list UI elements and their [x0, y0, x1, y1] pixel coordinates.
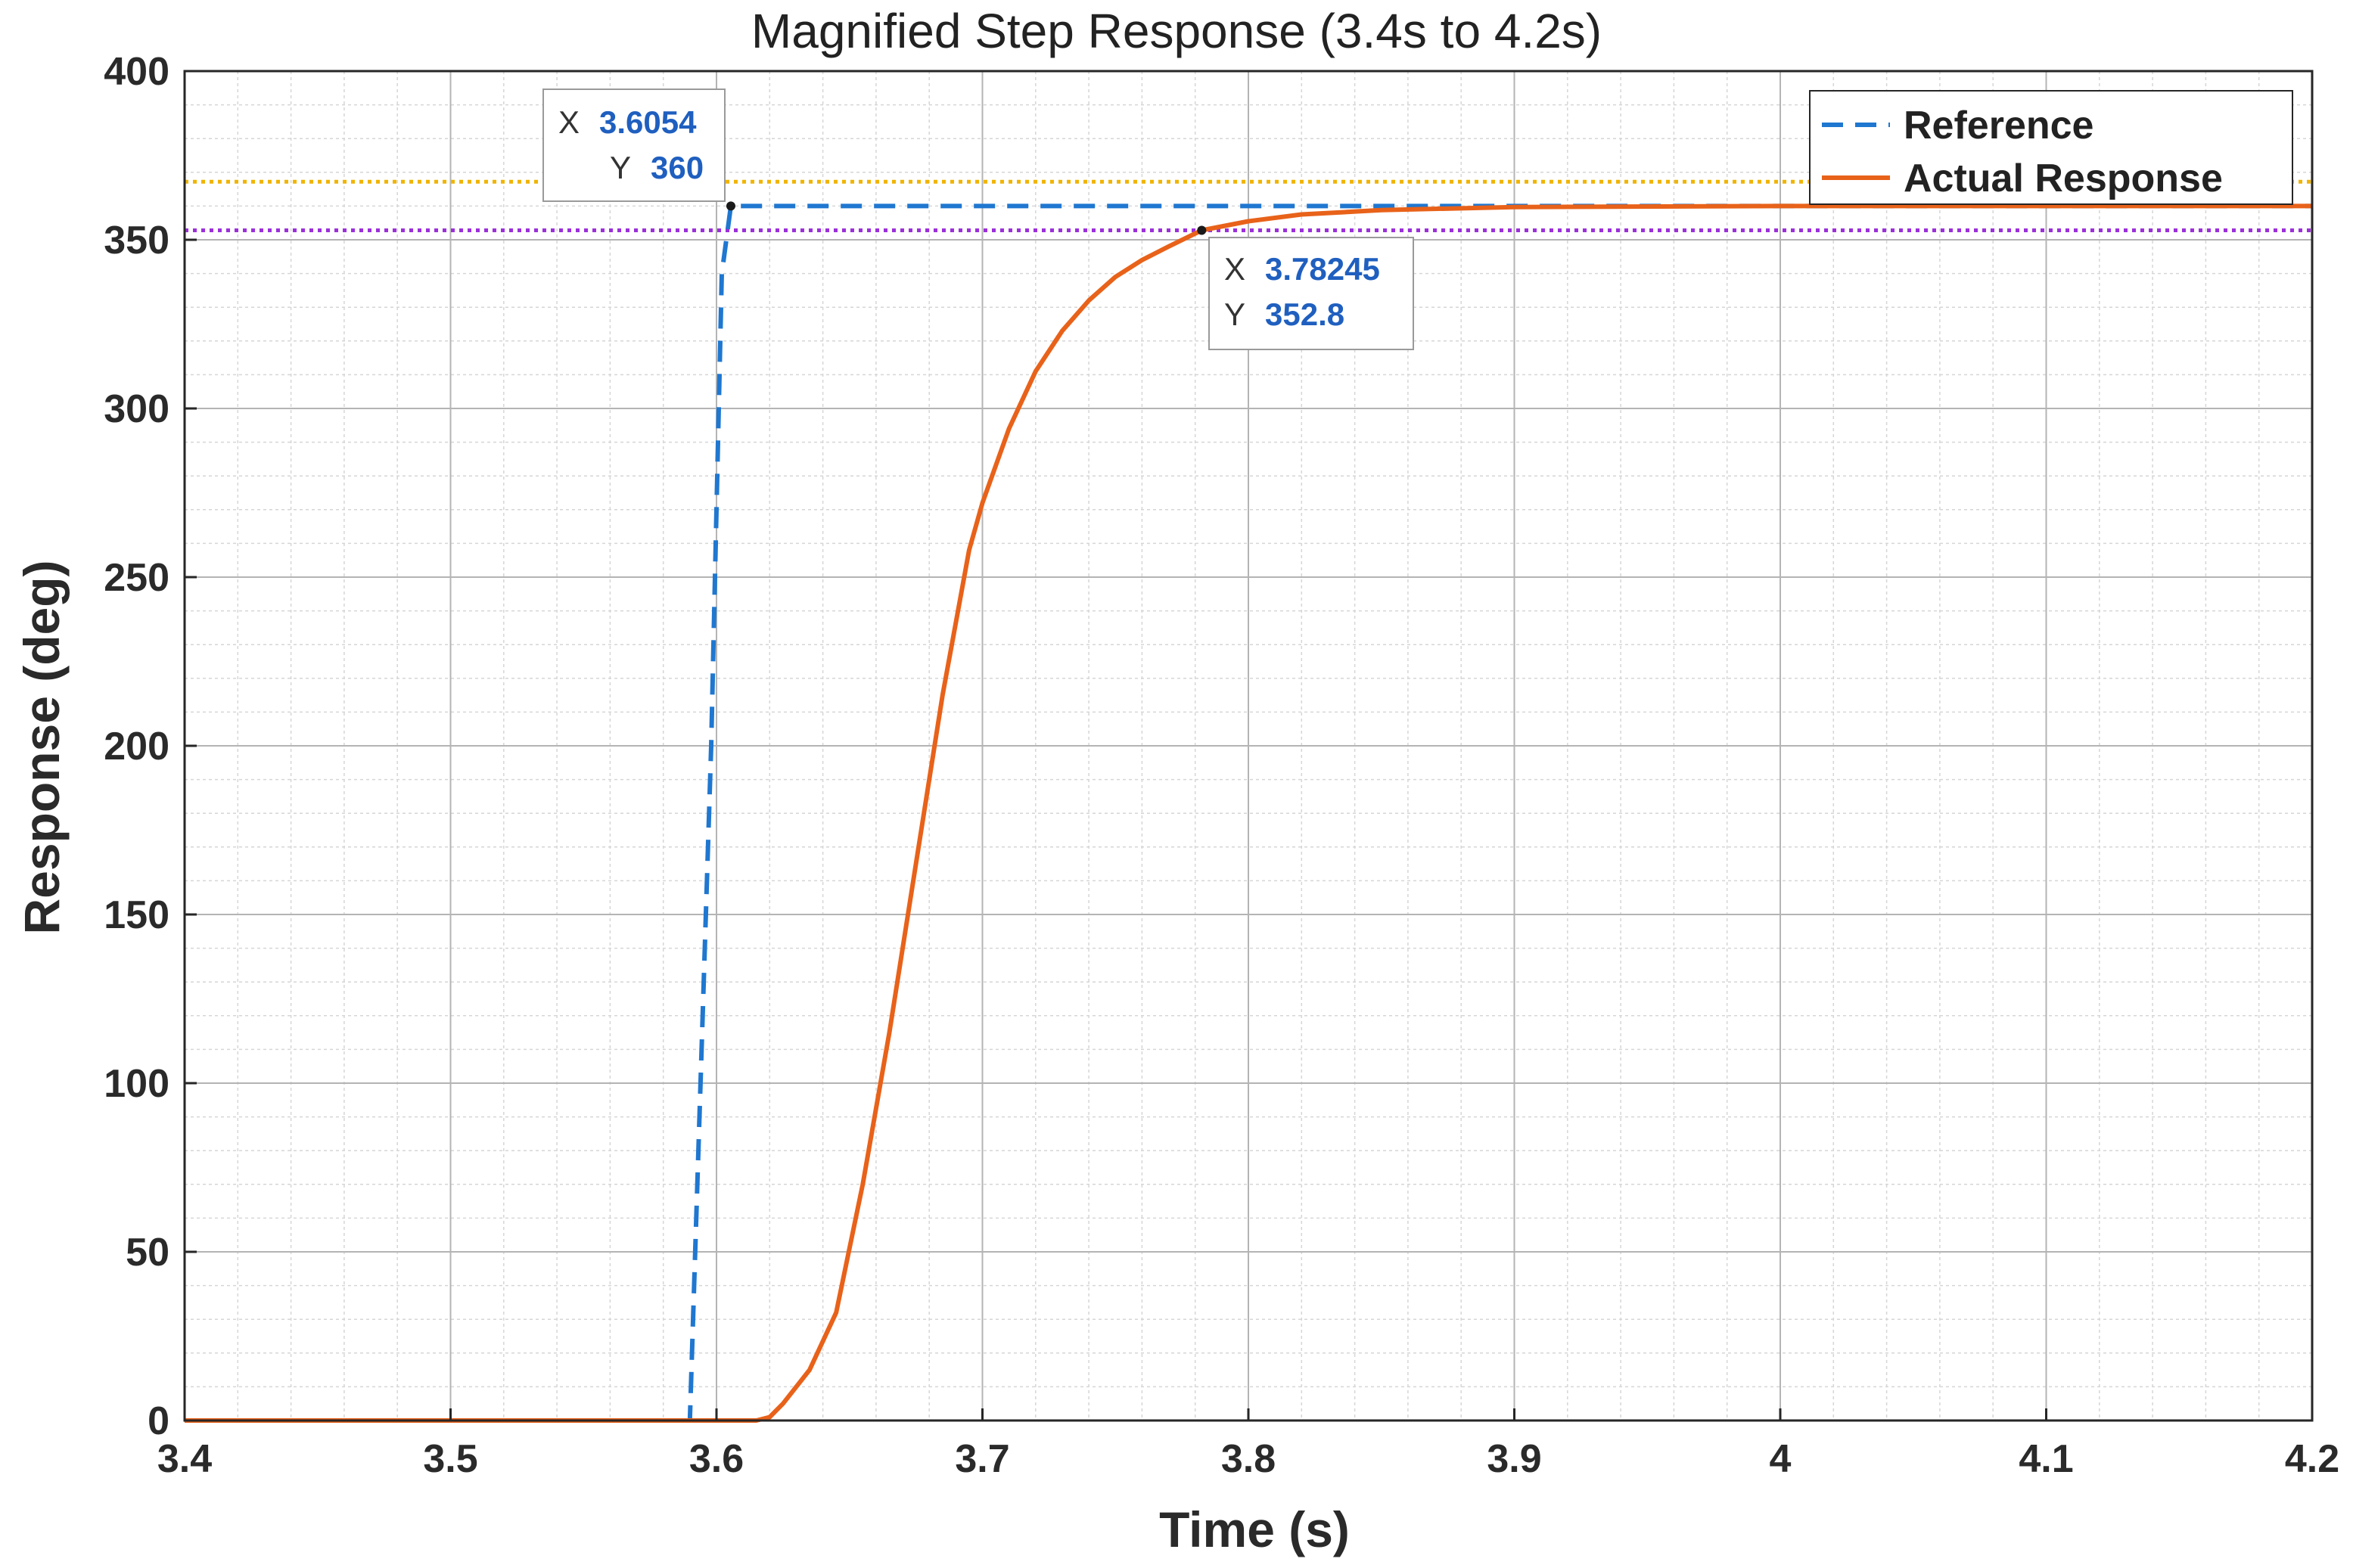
y-tick-label: 350	[104, 219, 169, 262]
datatip-x-value: 3.78245	[1265, 251, 1380, 287]
y-axis-label: Response (deg)	[14, 560, 70, 934]
x-tick-label: 4.1	[2019, 1437, 2073, 1481]
y-tick-label: 50	[126, 1231, 169, 1275]
datatip-box	[1208, 237, 1414, 350]
x-axis-label: Time (s)	[1159, 1501, 1350, 1557]
reference-line	[185, 203, 2312, 1423]
datatip-marker-1	[1197, 225, 1207, 235]
datatip-marker-0	[726, 201, 735, 211]
y-tick-label: 100	[104, 1062, 169, 1106]
y-tick-label: 400	[104, 50, 169, 94]
datatip-y-key: Y	[1224, 297, 1245, 332]
datatip-y-value: 352.8	[1265, 297, 1344, 332]
datatip-actual[interactable]: X 3.78245 Y 352.8	[1208, 237, 1414, 350]
datatip-x-key: X	[558, 104, 580, 140]
x-axis-ticks: 3.4 3.5 3.6 3.7 3.8 3.9 4 4.1 4.2	[157, 1408, 2339, 1481]
x-tick-label: 3.8	[1221, 1437, 1276, 1481]
x-tick-label: 3.4	[157, 1437, 212, 1481]
legend[interactable]: Reference Actual Response	[1809, 90, 2293, 205]
datatip-y-key: Y	[610, 150, 631, 185]
legend-box	[1809, 90, 2293, 205]
y-axis-ticks: 0 50 100 150 200 250 300 350 400	[104, 50, 197, 1443]
chart-title: Magnified Step Response (3.4s to 4.2s)	[751, 4, 1602, 58]
y-tick-label: 0	[148, 1399, 169, 1443]
x-tick-label: 3.9	[1487, 1437, 1541, 1481]
x-tick-label: 4.2	[2285, 1437, 2339, 1481]
y-tick-label: 250	[104, 556, 169, 600]
x-tick-label: 3.5	[423, 1437, 477, 1481]
y-tick-label: 150	[104, 893, 169, 937]
datatip-x-key: X	[1224, 251, 1245, 287]
x-tick-label: 3.6	[689, 1437, 744, 1481]
datatip-markers	[726, 201, 1207, 235]
y-tick-label: 300	[104, 387, 169, 431]
actual-response-line	[185, 203, 2312, 1423]
legend-label-actual: Actual Response	[1904, 157, 2223, 200]
series-layer	[185, 203, 2312, 1423]
x-tick-label: 3.7	[955, 1437, 1009, 1481]
y-tick-label: 200	[104, 725, 169, 768]
datatip-box	[542, 88, 726, 202]
datatip-x-value: 3.6054	[599, 104, 697, 140]
datatip-reference[interactable]: X 3.6054 Y 360	[542, 88, 726, 202]
x-tick-label: 4	[1770, 1437, 1792, 1481]
legend-label-reference: Reference	[1904, 104, 2093, 147]
datatip-y-value: 360	[651, 150, 704, 185]
